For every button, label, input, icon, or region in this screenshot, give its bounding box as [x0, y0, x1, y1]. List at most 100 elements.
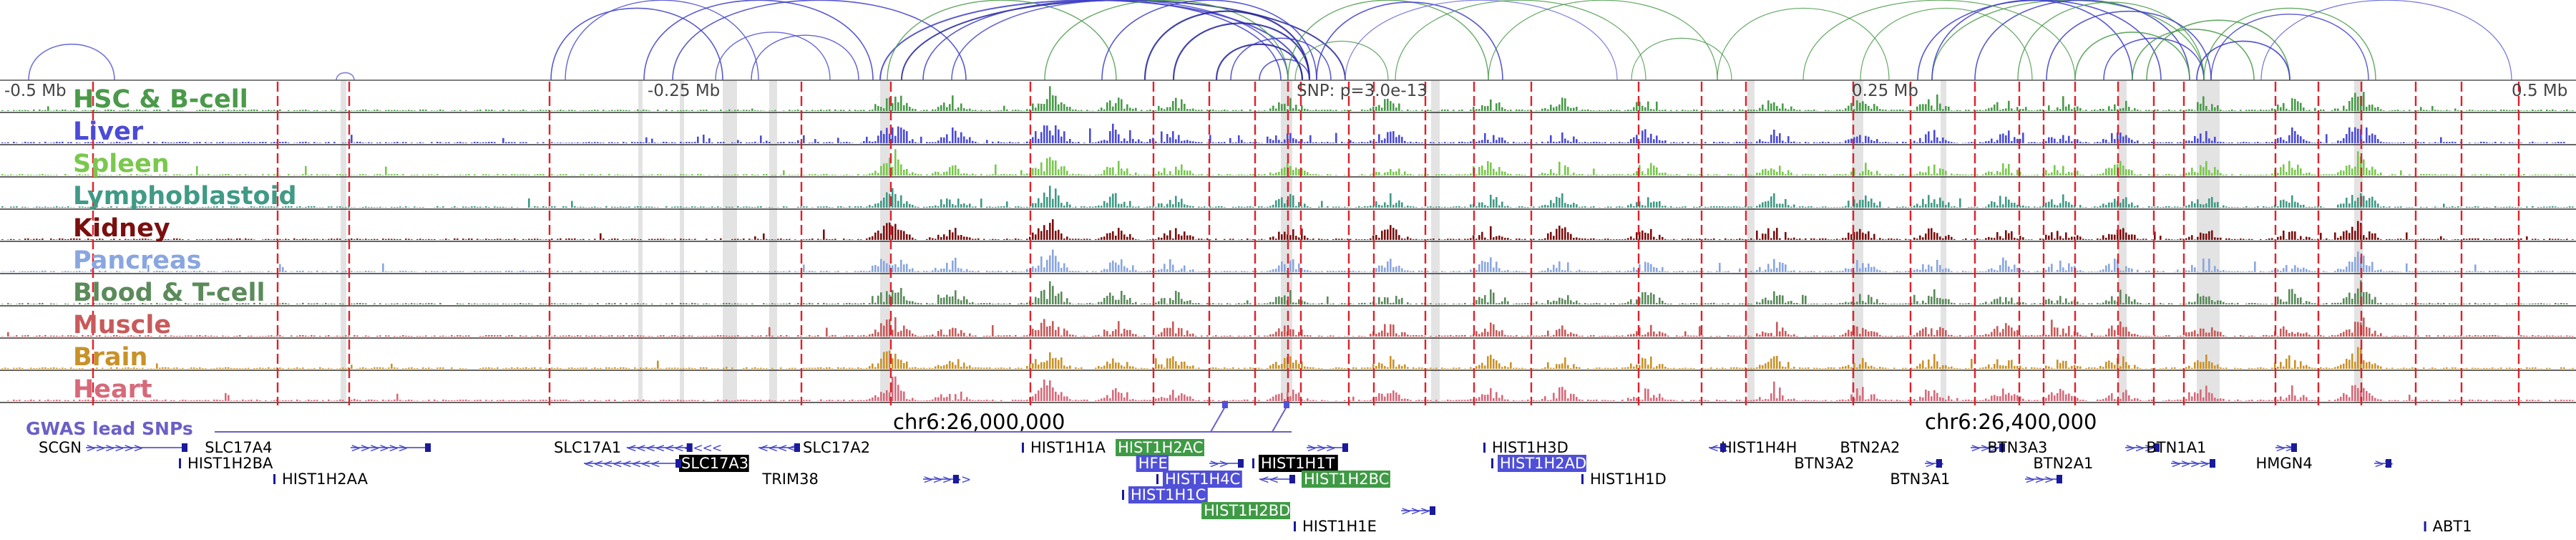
signal-bar [1395, 107, 1397, 111]
signal-bar [1378, 134, 1380, 143]
signal-bar [2280, 200, 2282, 208]
signal-bar [1204, 271, 1206, 272]
signal-bar [720, 238, 722, 240]
signal-bar [1055, 188, 1057, 208]
signal-bar [253, 239, 255, 240]
signal-bar [806, 239, 808, 240]
signal-bar [2423, 238, 2425, 240]
signal-bar [305, 238, 307, 240]
signal-bar [499, 110, 502, 111]
signal-bar [2331, 239, 2333, 240]
signal-bar [1870, 172, 1873, 175]
signal-bar [863, 271, 865, 272]
signal-bar [2057, 231, 2059, 240]
signal-bar [213, 271, 215, 272]
signal-bar [1338, 271, 1340, 272]
signal-bar [2346, 198, 2348, 208]
signal-bar [557, 110, 559, 111]
signal-bar [2297, 135, 2299, 143]
signal-bar [1650, 264, 1652, 272]
signal-bar [591, 110, 593, 111]
signal-bar [531, 239, 533, 240]
signal-bar [940, 269, 942, 272]
signal-bar [1876, 206, 1878, 208]
signal-bar [977, 271, 980, 272]
signal-bar [285, 142, 287, 143]
signal-bar [854, 271, 857, 272]
signal-bar [2389, 271, 2391, 272]
signal-bar [883, 108, 885, 111]
signal-bar [1653, 267, 1655, 272]
signal-bar [562, 174, 565, 175]
signal-bar [1184, 104, 1186, 111]
signal-bar [2534, 271, 2537, 272]
signal-bar [379, 174, 381, 175]
signal-bar [62, 110, 64, 111]
signal-bar [1201, 174, 1203, 175]
signal-bar [1464, 174, 1466, 175]
signal-bar [2002, 204, 2004, 208]
signal-bar [866, 206, 868, 208]
signal-bar [525, 239, 527, 240]
signal-bar [59, 110, 61, 111]
signal-bar [1501, 171, 1503, 175]
signal-bar [1458, 142, 1460, 143]
signal-bar [502, 110, 504, 111]
signal-bar [2151, 239, 2153, 240]
signal-bar [2091, 271, 2093, 272]
signal-bar [1421, 110, 1423, 111]
signal-bar [422, 239, 424, 240]
signal-bar [1272, 205, 1274, 208]
signal-bar [1361, 207, 1363, 208]
signal-bar [1338, 206, 1340, 208]
signal-bar [485, 174, 487, 175]
signal-bar [2200, 204, 2202, 208]
signal-bar [1496, 261, 1498, 272]
signal-bar [1335, 271, 1337, 272]
signal-bar [854, 206, 857, 208]
signal-bar [299, 206, 301, 208]
signal-bar [2377, 174, 2379, 175]
signal-bar [13, 142, 15, 143]
signal-bar [468, 238, 470, 240]
signal-bar [273, 110, 275, 111]
signal-bar [422, 207, 424, 208]
signal-bar [1759, 108, 1761, 111]
signal-bar [2368, 105, 2371, 111]
signal-bar [2194, 203, 2196, 208]
signal-bar [442, 110, 444, 111]
signal-bar [2071, 173, 2073, 175]
signal-bar [909, 234, 911, 240]
signal-bar [1664, 140, 1667, 143]
signal-bar [605, 206, 608, 208]
signal-bar [2180, 142, 2182, 143]
signal-bar [1641, 106, 1644, 111]
signal-bar [2245, 271, 2248, 272]
signal-bar [1836, 271, 1838, 272]
signal-bar [740, 207, 742, 208]
signal-bar [1776, 136, 1778, 143]
signal-bar [1802, 239, 1804, 240]
signal-bar [1458, 238, 1460, 240]
signal-bar [2451, 271, 2454, 272]
signal-bar [1584, 142, 1586, 143]
signal-bar [2202, 233, 2205, 240]
signal-bar [1112, 261, 1114, 272]
signal-bar [2034, 206, 2036, 208]
signal-bar [2540, 207, 2542, 208]
signal-bar [1155, 174, 1157, 175]
signal-bar [1390, 101, 1392, 111]
signal-bar [2526, 110, 2528, 111]
signal-bar [774, 271, 776, 272]
signal-bar [903, 105, 905, 111]
signal-bar [686, 271, 688, 272]
signal-bar [2443, 238, 2445, 240]
signal-bar [1676, 174, 1678, 175]
signal-bar [2091, 207, 2093, 208]
signal-bar [1836, 238, 1838, 240]
signal-bar [688, 110, 691, 111]
signal-bar [1012, 239, 1014, 240]
signal-bar [1066, 170, 1068, 175]
signal-bar [817, 238, 819, 240]
signal-bar [19, 271, 21, 272]
